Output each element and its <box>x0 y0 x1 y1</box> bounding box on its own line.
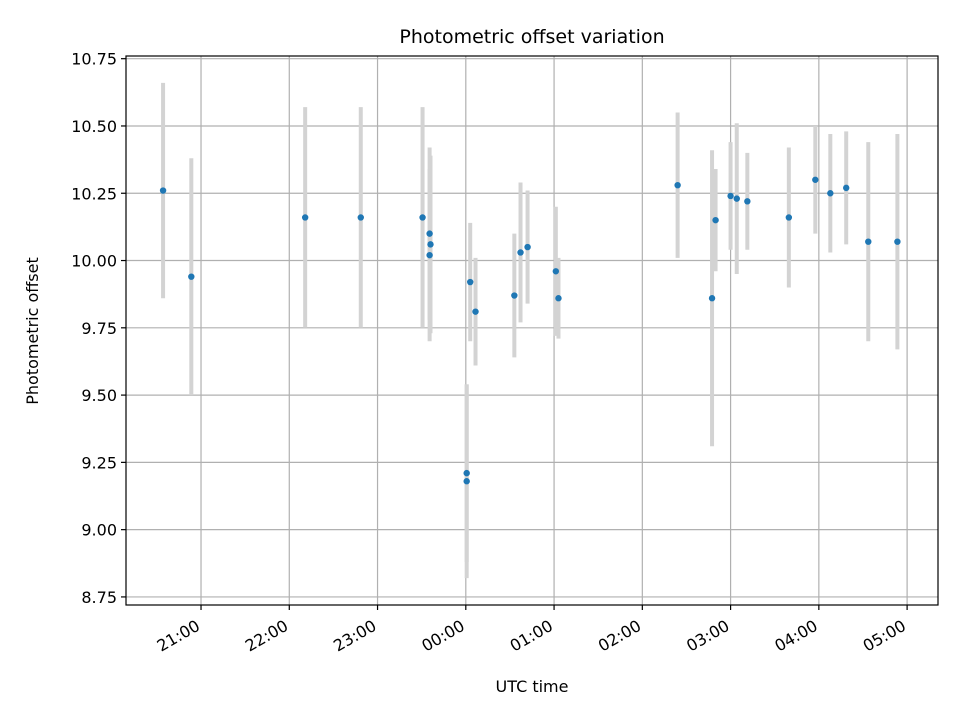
data-points <box>159 176 901 485</box>
y-axis-ticks: 8.75 9.00 9.25 9.50 9.75 10.00 10.25 10.50 10.75 <box>71 50 126 607</box>
data-point <box>785 214 793 221</box>
y-tick-label: 9.25 <box>81 453 117 472</box>
y-tick-label: 9.50 <box>81 386 117 405</box>
data-point <box>467 278 474 286</box>
data-point <box>472 308 479 315</box>
y-tick-label: 10.75 <box>71 50 117 69</box>
data-point <box>843 184 850 192</box>
data-point <box>727 192 734 200</box>
data-point <box>708 295 716 302</box>
plot-frame <box>125 55 939 606</box>
chart-title: Photometric offset variation <box>399 26 664 48</box>
grid <box>126 56 938 605</box>
y-tick-label: 9.00 <box>81 521 117 540</box>
y-axis-label: Photometric offset <box>23 257 42 405</box>
y-tick-label: 10.25 <box>71 184 117 203</box>
data-point <box>188 273 195 280</box>
data-point <box>357 214 364 221</box>
data-point <box>894 238 901 245</box>
data-point <box>159 187 167 194</box>
y-tick-label: 9.75 <box>81 319 117 338</box>
x-axis-label: UTC time <box>496 677 569 696</box>
data-point <box>524 243 531 251</box>
data-point <box>426 251 433 259</box>
data-point <box>463 478 470 485</box>
data-point <box>427 241 434 248</box>
data-point <box>426 230 433 237</box>
data-point <box>301 214 309 221</box>
y-tick-label: 10.50 <box>71 117 117 136</box>
data-point <box>827 190 834 197</box>
data-point <box>712 216 719 224</box>
data-point <box>744 198 751 205</box>
data-point <box>511 292 518 299</box>
y-tick-label: 8.75 <box>81 588 117 607</box>
data-point <box>733 195 740 202</box>
data-point <box>552 268 560 275</box>
data-point <box>517 249 524 256</box>
y-tick-label: 10.00 <box>71 252 117 271</box>
data-point <box>865 238 872 245</box>
data-point <box>674 181 681 189</box>
data-point <box>463 469 470 477</box>
data-point <box>555 295 562 302</box>
data-point <box>812 176 819 183</box>
data-point <box>419 214 426 221</box>
